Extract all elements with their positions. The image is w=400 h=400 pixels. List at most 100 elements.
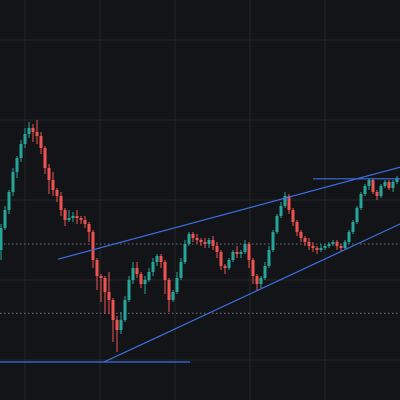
candle-body — [271, 232, 275, 250]
candle-body — [243, 244, 247, 252]
candle-up — [3, 206, 7, 230]
candle-down — [159, 254, 163, 268]
candle-body — [163, 262, 167, 280]
candle-body — [7, 192, 11, 210]
candle-down — [47, 164, 51, 194]
candle-body — [123, 300, 127, 320]
candle-body — [47, 168, 51, 180]
candle-body — [331, 242, 335, 244]
candle-up — [239, 250, 243, 258]
candle-up — [183, 240, 187, 264]
candle-body — [39, 136, 43, 148]
candle-down — [51, 172, 55, 196]
candle-body — [307, 242, 311, 246]
candle-body — [375, 192, 379, 196]
candle-up — [175, 272, 179, 294]
candle-down — [215, 242, 219, 258]
candle-body — [107, 292, 111, 300]
candle-down — [79, 216, 83, 224]
candle-up — [147, 268, 151, 282]
candle-body — [191, 234, 195, 238]
candle-up — [171, 290, 175, 302]
candle-body — [79, 218, 83, 220]
candle-body — [155, 256, 159, 262]
candle-body — [379, 186, 383, 196]
candle-up — [143, 276, 147, 294]
candle-body — [211, 240, 215, 246]
candle-up — [151, 258, 155, 276]
candle-body — [15, 158, 19, 172]
candle-body — [179, 262, 183, 278]
candle-down — [63, 208, 67, 226]
candle-body — [127, 280, 131, 300]
candle-down — [371, 178, 375, 194]
candle-up — [379, 184, 383, 198]
candle-body — [35, 132, 39, 136]
candle-body — [391, 182, 395, 188]
candle-up — [27, 122, 31, 138]
candle-body — [43, 148, 47, 168]
candle-up — [319, 244, 323, 252]
candle-up — [283, 192, 287, 208]
candle-body — [339, 246, 343, 248]
candle-up — [231, 250, 235, 262]
candle-down — [115, 316, 119, 352]
candle-body — [75, 216, 79, 218]
candle-body — [239, 252, 243, 254]
candle-up — [179, 258, 183, 280]
candle-body — [299, 232, 303, 238]
candle-body — [319, 248, 323, 250]
candle-body — [343, 242, 347, 248]
candle-up — [207, 238, 211, 248]
candle-body — [175, 278, 179, 292]
candle-up — [367, 178, 371, 190]
candle-body — [167, 280, 171, 300]
candle-down — [83, 216, 87, 228]
candle-body — [115, 320, 119, 330]
candle-down — [339, 244, 343, 252]
candle-up — [187, 232, 191, 246]
candle-body — [187, 234, 191, 244]
candle-down — [59, 192, 63, 216]
candle-body — [19, 144, 23, 158]
trendlines[interactable] — [0, 166, 400, 363]
candle-body — [143, 280, 147, 284]
candle-down — [35, 120, 39, 144]
candle-body — [363, 186, 367, 194]
candle-up — [15, 156, 19, 178]
candle-body — [255, 276, 259, 284]
candle-body — [63, 210, 67, 220]
candle-body — [95, 260, 99, 276]
candle-down — [163, 260, 167, 294]
candle-up — [67, 210, 71, 222]
candle-down — [111, 298, 115, 342]
trendline[interactable] — [103, 223, 400, 363]
trendline[interactable] — [57, 166, 400, 260]
candles — [0, 120, 399, 352]
candle-down — [195, 234, 199, 244]
candle-down — [203, 238, 207, 248]
candle-down — [299, 230, 303, 242]
candle-down — [219, 250, 223, 270]
candle-up — [359, 192, 363, 210]
candle-body — [259, 278, 263, 284]
candle-body — [311, 246, 315, 248]
candle-up — [119, 312, 123, 334]
candle-body — [147, 272, 151, 280]
candle-up — [227, 258, 231, 270]
candle-up — [391, 180, 395, 192]
candle-down — [75, 210, 79, 224]
candle-down — [167, 278, 171, 312]
candle-body — [283, 196, 287, 206]
candle-body — [67, 218, 71, 220]
candle-down — [103, 276, 107, 314]
candle-down — [247, 242, 251, 268]
candle-down — [311, 242, 315, 252]
candle-body — [99, 276, 103, 278]
candle-body — [195, 238, 199, 240]
candle-body — [295, 222, 299, 232]
candle-body — [231, 252, 235, 260]
candle-body — [347, 232, 351, 242]
candle-down — [315, 246, 319, 254]
